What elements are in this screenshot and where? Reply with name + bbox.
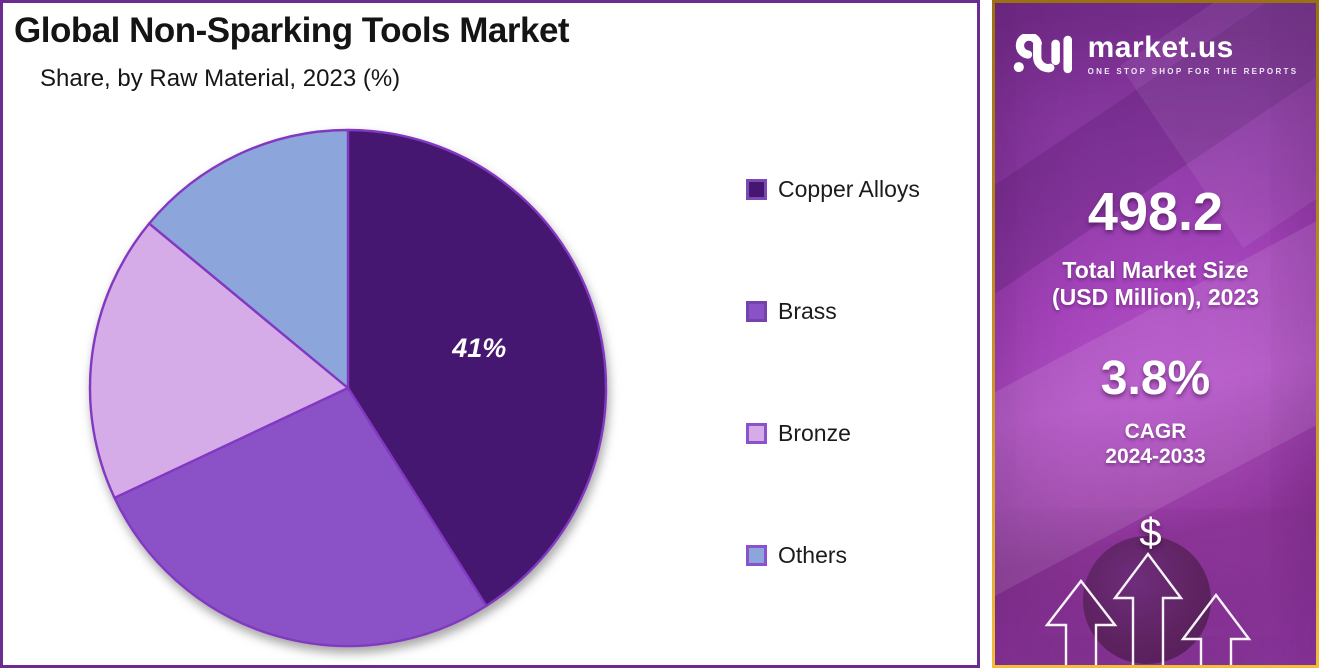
pie-slice-brass (113, 386, 488, 648)
legend-swatch (746, 422, 767, 444)
legend-label: Copper Alloys (778, 176, 920, 202)
cagr-value: 3.8% (1100, 352, 1211, 405)
legend-swatch (746, 300, 767, 322)
pie-chart-svg: 41% (88, 128, 608, 648)
chart-panel: Global Non-Sparking Tools Market Share, … (0, 0, 980, 668)
market-size-label-line2: (USD Million), 2023 (1051, 284, 1260, 310)
pie-data-label: 41% (451, 333, 506, 363)
pie-slice-others (148, 128, 350, 390)
growth-arrows-icon (1044, 552, 1252, 665)
market-size-value: 498.2 (1087, 182, 1224, 242)
pie-chart: 41% (75, 115, 621, 661)
legend-label: Brass (778, 298, 837, 324)
cagr-period: 2024-2033 (1105, 445, 1206, 468)
cagr-stat: 3.8% CAGR 2024-2033 (995, 355, 1316, 469)
market-size-label-line1: Total Market Size (1062, 257, 1249, 283)
legend-swatch (746, 544, 767, 566)
pie-slice-bronze (88, 222, 350, 500)
page-subtitle: Share, by Raw Material, 2023 (%) (40, 65, 401, 92)
page-title: Global Non-Sparking Tools Market (14, 11, 570, 50)
market-us-logo-icon (1013, 33, 1072, 73)
legend-item-bronze: Bronze (746, 421, 920, 445)
legend-item-copper-alloys: Copper Alloys (746, 177, 920, 201)
dollar-icon: $ (1139, 511, 1162, 555)
legend-item-brass: Brass (746, 299, 920, 323)
chart-legend: Copper Alloys Brass Bronze Others (746, 177, 920, 567)
arrow-right (1180, 593, 1252, 665)
legend-label: Others (778, 542, 848, 568)
legend-swatch (746, 178, 767, 200)
legend-item-others: Others (746, 543, 920, 567)
arrow-left (1044, 579, 1118, 665)
cagr-label: CAGR (1124, 420, 1187, 443)
brand-name: market.us (1087, 31, 1234, 64)
brand-sidebar: market.us ONE STOP SHOP FOR THE REPORTS … (992, 0, 1319, 668)
arrow-middle (1112, 552, 1184, 665)
brand-tagline: ONE STOP SHOP FOR THE REPORTS (1087, 67, 1299, 76)
legend-label: Bronze (778, 420, 851, 446)
total-market-size-stat: 498.2 Total Market Size (USD Million), 2… (995, 185, 1316, 311)
pie-slice-copper-alloys (346, 128, 608, 608)
brand-logo-row: market.us ONE STOP SHOP FOR THE REPORTS (995, 33, 1316, 76)
